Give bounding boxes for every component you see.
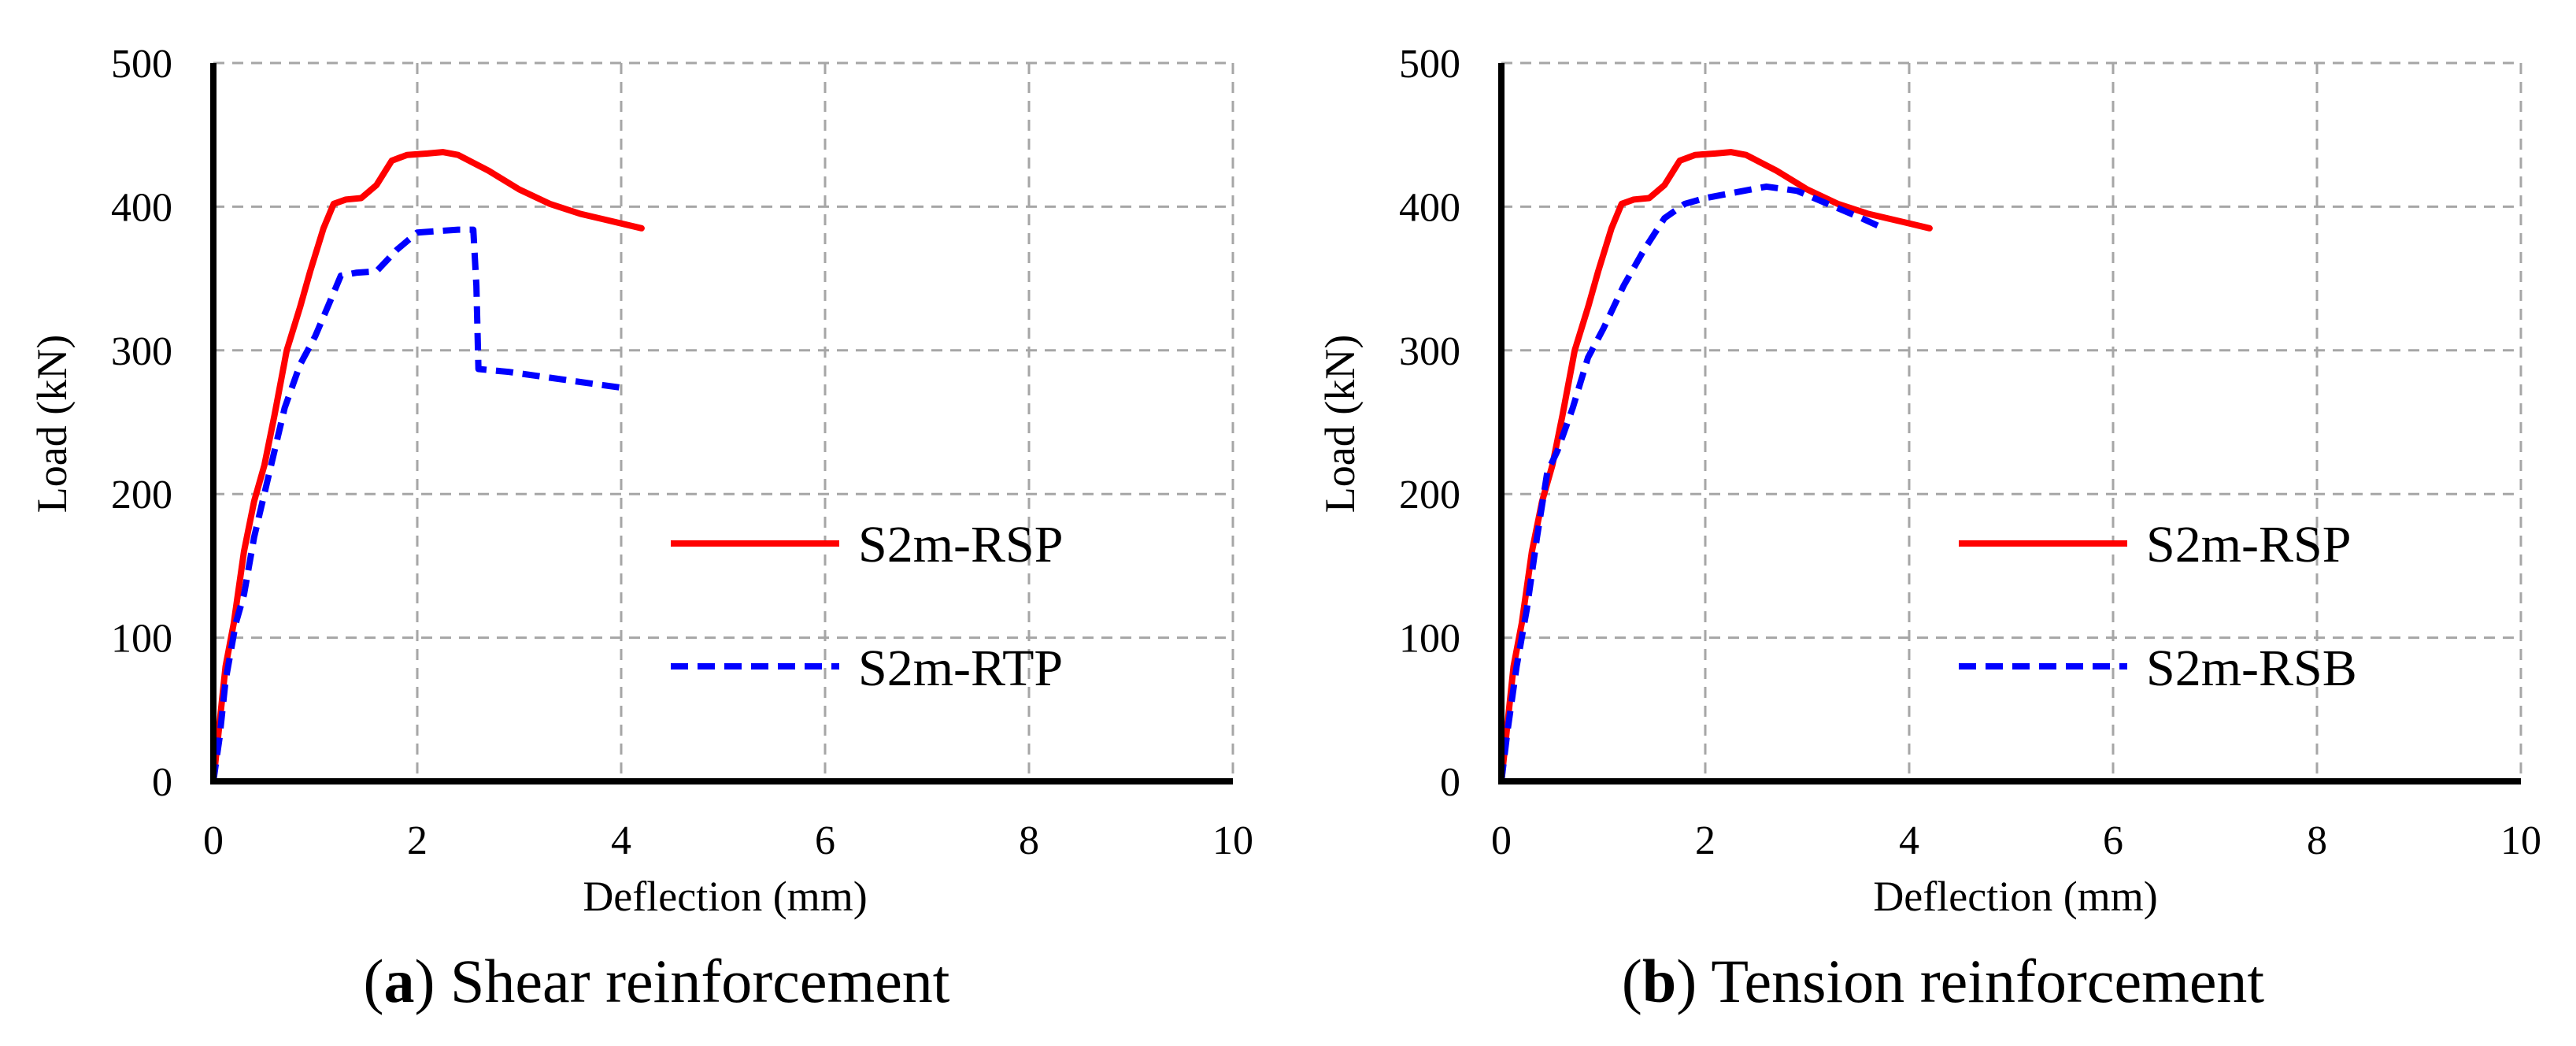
legend-b: S2m-RSP S2m-RSB (1959, 516, 2357, 697)
caption-a: (a) Shear reinforcement (364, 947, 950, 1015)
series-line-s2m-rsb (1498, 183, 1886, 782)
series-lines-a (210, 149, 645, 784)
y-tick-label-200: 200 (1399, 473, 1460, 517)
y-tick-label-0: 0 (152, 760, 172, 805)
series-lines-b (1498, 149, 1933, 784)
x-tick-label-6: 6 (815, 818, 835, 863)
axis-lines-b (1498, 63, 2521, 784)
y-tick-label-500: 500 (111, 42, 172, 87)
x-tick-label-2: 2 (407, 818, 427, 863)
x-tick-label-4: 4 (1899, 818, 1919, 863)
x-tick-label-0: 0 (203, 818, 224, 863)
y-tick-label-0: 0 (1440, 760, 1460, 805)
y-tick-label-500: 500 (1399, 42, 1460, 87)
y-tick-label-200: 200 (111, 473, 172, 517)
tick-labels-b: 0 100 200 300 400 500 0 2 4 6 8 10 (1399, 42, 2541, 863)
grid-lines-b (1501, 61, 2522, 781)
legend-label-s2m-rsb-b: S2m-RSB (2146, 640, 2357, 697)
caption-text-a: Shear reinforcement (450, 947, 950, 1015)
y-axis-title-b: Load (kN) (1316, 335, 1364, 513)
x-tick-label-0: 0 (1491, 818, 1512, 863)
series-line-s2m-rsp (1498, 149, 1933, 784)
legend-label-s2m-rtp-a: S2m-RTP (858, 640, 1063, 697)
x-tick-label-2: 2 (1695, 818, 1715, 863)
x-tick-label-8: 8 (1019, 818, 1039, 863)
legend-label-s2m-rsp-b: S2m-RSP (2146, 516, 2351, 573)
caption-b: (b) Tension reinforcement (1622, 947, 2265, 1015)
legend-a: S2m-RSP S2m-RTP (671, 516, 1063, 697)
x-tick-label-4: 4 (611, 818, 631, 863)
series-line-s2m-rsp (210, 149, 645, 784)
x-axis-title-b: Deflection (mm) (1873, 873, 2157, 920)
y-tick-label-300: 300 (1399, 329, 1460, 374)
series-line-s2m-rtp (210, 226, 622, 782)
x-tick-label-10: 10 (2500, 818, 2541, 863)
x-tick-label-10: 10 (1212, 818, 1253, 863)
axis-lines-a (210, 63, 1233, 784)
caption-text-b: Tension reinforcement (1711, 947, 2264, 1015)
grid-lines-a (213, 61, 1234, 781)
y-tick-label-100: 100 (111, 617, 172, 662)
x-tick-label-6: 6 (2103, 818, 2123, 863)
x-axis-title-a: Deflection (mm) (583, 873, 867, 920)
caption-letter-b: b (1642, 947, 1676, 1015)
caption-letter-a: a (383, 947, 414, 1015)
y-tick-label-300: 300 (111, 329, 172, 374)
legend-label-s2m-rsp-a: S2m-RSP (858, 516, 1063, 573)
y-tick-label-100: 100 (1399, 617, 1460, 662)
x-tick-label-8: 8 (2307, 818, 2327, 863)
y-tick-label-400: 400 (1399, 185, 1460, 230)
y-tick-label-400: 400 (111, 185, 172, 230)
y-axis-title-a: Load (kN) (28, 335, 76, 513)
tick-labels-a: 0 100 200 300 400 500 0 2 4 6 8 10 (111, 42, 1253, 863)
